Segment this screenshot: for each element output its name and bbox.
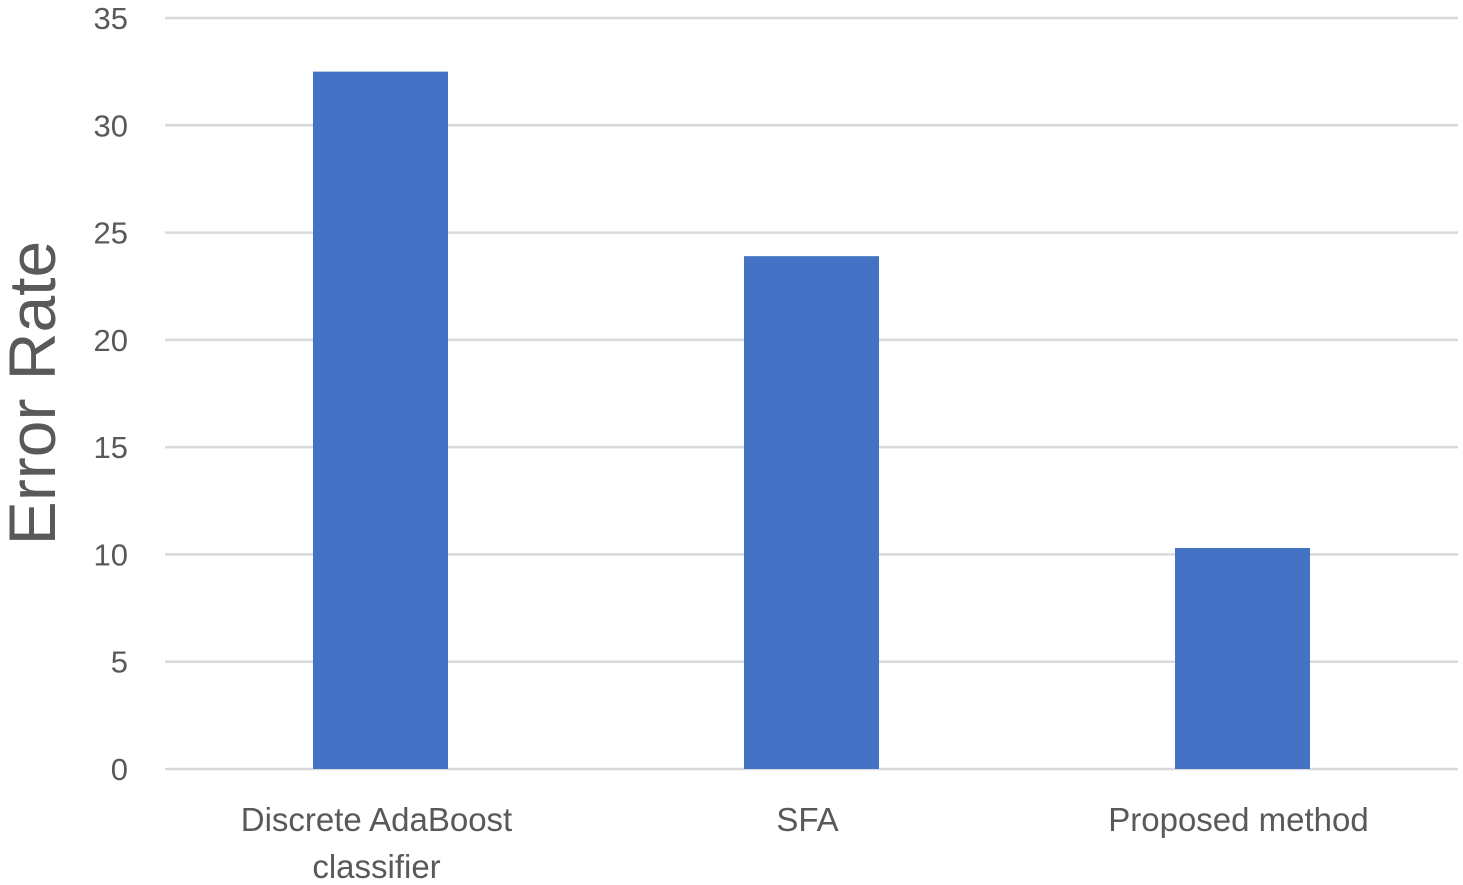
bar xyxy=(1175,547,1310,769)
y-tick-label: 10 xyxy=(94,537,128,572)
bar xyxy=(744,256,879,769)
bar xyxy=(313,71,448,769)
y-axis-title: Error Rate xyxy=(0,241,69,545)
y-tick-label: 5 xyxy=(111,645,128,680)
y-axis-tick-labels: 0 5 10 15 20 25 30 35 xyxy=(94,1,128,787)
y-tick-label: 30 xyxy=(94,108,128,143)
x-category-label: SFA xyxy=(776,801,838,838)
x-category-label: Proposed method xyxy=(1108,801,1369,838)
x-category-label: Discrete AdaBoost classifier xyxy=(241,801,512,885)
y-tick-label: 15 xyxy=(94,430,128,465)
x-axis-category-labels: Discrete AdaBoost classifier SFA Proposed m… xyxy=(241,801,1369,885)
bars xyxy=(313,71,1310,769)
y-tick-label: 20 xyxy=(94,323,128,358)
y-tick-label: 35 xyxy=(94,1,128,36)
y-tick-label: 0 xyxy=(111,752,128,787)
y-tick-label: 25 xyxy=(94,216,128,251)
